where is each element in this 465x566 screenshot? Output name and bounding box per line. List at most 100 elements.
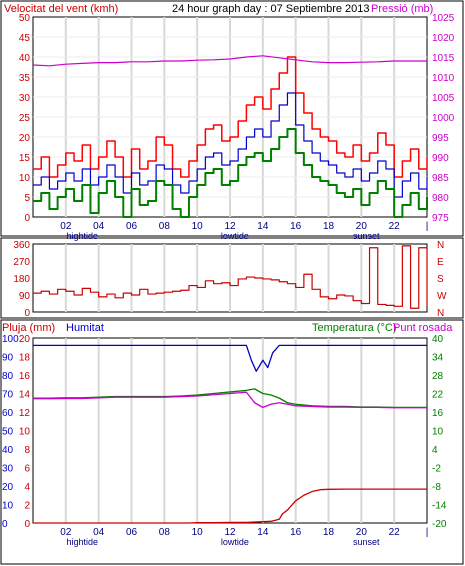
direction-tick-label: 180 <box>13 274 30 285</box>
hour-label: 14 <box>257 221 269 232</box>
humidity-tick-label: 100 <box>2 334 19 345</box>
pressure-tick-label: 1005 <box>432 93 455 104</box>
hour-label: 10 <box>192 221 204 232</box>
compass-label: N <box>437 240 444 251</box>
pressure-tick-label: 985 <box>432 173 449 184</box>
series-direction-line <box>33 245 428 309</box>
event-sunset: sunset <box>353 537 380 547</box>
hour-label: 08 <box>159 221 171 232</box>
direction-tick-label: 90 <box>19 291 31 302</box>
hour-label: 04 <box>93 221 105 232</box>
rain-title: Pluja (mm) <box>2 322 55 334</box>
series-direction <box>33 245 428 309</box>
hour-label: 20 <box>356 527 368 538</box>
wind-tick-label: 25 <box>19 113 31 124</box>
temp-tick-label: -2 <box>432 464 441 475</box>
hour-label: 02 <box>60 527 72 538</box>
temp-tick-label: -14 <box>432 501 447 512</box>
pressure-tick-label: 1020 <box>432 33 455 44</box>
temp-tick-label: 22 <box>432 390 444 401</box>
hour-label: 12 <box>224 527 236 538</box>
temp-tick-label: 34 <box>432 353 444 364</box>
dew-title: Punt rosada <box>393 322 453 334</box>
temp-tick-label: 4 <box>432 445 438 456</box>
compass-label: N <box>437 308 444 319</box>
direction-tick-label: 0 <box>24 308 30 319</box>
rain-tick-label: 18 <box>19 353 31 364</box>
humidity-tick-label: 60 <box>2 408 14 419</box>
series-rain-line <box>33 488 427 524</box>
wind-title: Velocitat del vent (kmh) <box>4 3 118 15</box>
temp-tick-label: 40 <box>432 334 444 345</box>
humidity-tick-label: 90 <box>2 353 14 364</box>
pressure-tick-label: 975 <box>432 213 449 224</box>
hour-label: 16 <box>290 221 302 232</box>
humidity-tick-label: 40 <box>2 445 14 456</box>
graph-title: 24 hour graph day : 07 Septiembre 2013 <box>172 3 370 15</box>
series-low-line <box>33 128 428 218</box>
compass-label: E <box>437 257 444 268</box>
humidity-tick-label: 50 <box>2 427 14 438</box>
humidity-tick-label: 70 <box>2 390 14 401</box>
event-hightide: hightide <box>66 537 98 547</box>
compass-label: S <box>437 274 444 285</box>
wind-tick-label: 20 <box>19 133 31 144</box>
direction-tick-label: 360 <box>13 240 30 251</box>
series-humidity <box>33 344 427 524</box>
humidity-title: Humitat <box>66 322 104 334</box>
series-humidity-line <box>33 344 427 372</box>
wind-tick-label: 5 <box>24 193 30 204</box>
hour-label: 08 <box>159 527 171 538</box>
rain-tick-label: 14 <box>19 390 31 401</box>
hour-label: 14 <box>257 527 269 538</box>
hour-label: 06 <box>126 221 138 232</box>
humidity-tick-label: 80 <box>2 371 14 382</box>
temp-tick-label: 28 <box>432 371 444 382</box>
pressure-tick-label: 980 <box>432 193 449 204</box>
rain-tick-label: 6 <box>24 464 30 475</box>
rain-tick-label: 20 <box>19 334 31 345</box>
wind-tick-label: 30 <box>19 93 31 104</box>
hour-label: 04 <box>93 527 105 538</box>
pressure-tick-label: 1015 <box>432 53 455 64</box>
rain-tick-label: 8 <box>24 445 30 456</box>
panel-wind-frame <box>0 0 464 237</box>
humidity-tick-label: 0 <box>2 519 8 530</box>
series-pressure-line <box>32 55 427 67</box>
panel-direction-frame <box>0 237 464 319</box>
rain-tick-label: 12 <box>19 408 31 419</box>
grid-humidity <box>64 338 396 523</box>
pressure-tick-label: 990 <box>432 153 449 164</box>
compass-label: W <box>437 291 447 302</box>
pressure-tick-label: 1025 <box>432 13 455 24</box>
hour-label-end: | <box>426 221 429 232</box>
series-gust-line <box>33 56 428 178</box>
hour-label: 10 <box>192 527 204 538</box>
pressure-title: Pressió (mb) <box>371 3 433 15</box>
hour-label: 18 <box>323 221 335 232</box>
humidity-tick-label: 10 <box>2 501 14 512</box>
wind-tick-label: 0 <box>24 213 30 224</box>
temp-title: Temperatura (°C) <box>312 322 396 334</box>
temp-tick-label: 10 <box>432 427 444 438</box>
hour-label: 20 <box>356 221 368 232</box>
wind-tick-label: 45 <box>19 33 31 44</box>
event-sunset: sunset <box>353 231 380 241</box>
rain-tick-label: 0 <box>24 519 30 530</box>
tick-labels: 02 04 06 08 10 12 14 16 18 20 22 |hightide lowtide su… <box>2 13 455 547</box>
pressure-tick-label: 1010 <box>432 73 455 84</box>
humidity-tick-label: 20 <box>2 482 14 493</box>
direction-tick-label: 270 <box>13 257 30 268</box>
rain-tick-label: 10 <box>19 427 31 438</box>
hour-label: 22 <box>389 527 401 538</box>
hour-label: 18 <box>323 527 335 538</box>
panel-humidity-frame <box>0 319 464 565</box>
hour-label: 06 <box>126 527 138 538</box>
rain-tick-label: 16 <box>19 371 31 382</box>
temp-tick-label: 16 <box>432 408 444 419</box>
series-dew-line <box>33 391 427 409</box>
event-lowtide: lowtide <box>221 537 249 547</box>
pressure-tick-label: 995 <box>432 133 449 144</box>
rain-tick-label: 2 <box>24 501 30 512</box>
